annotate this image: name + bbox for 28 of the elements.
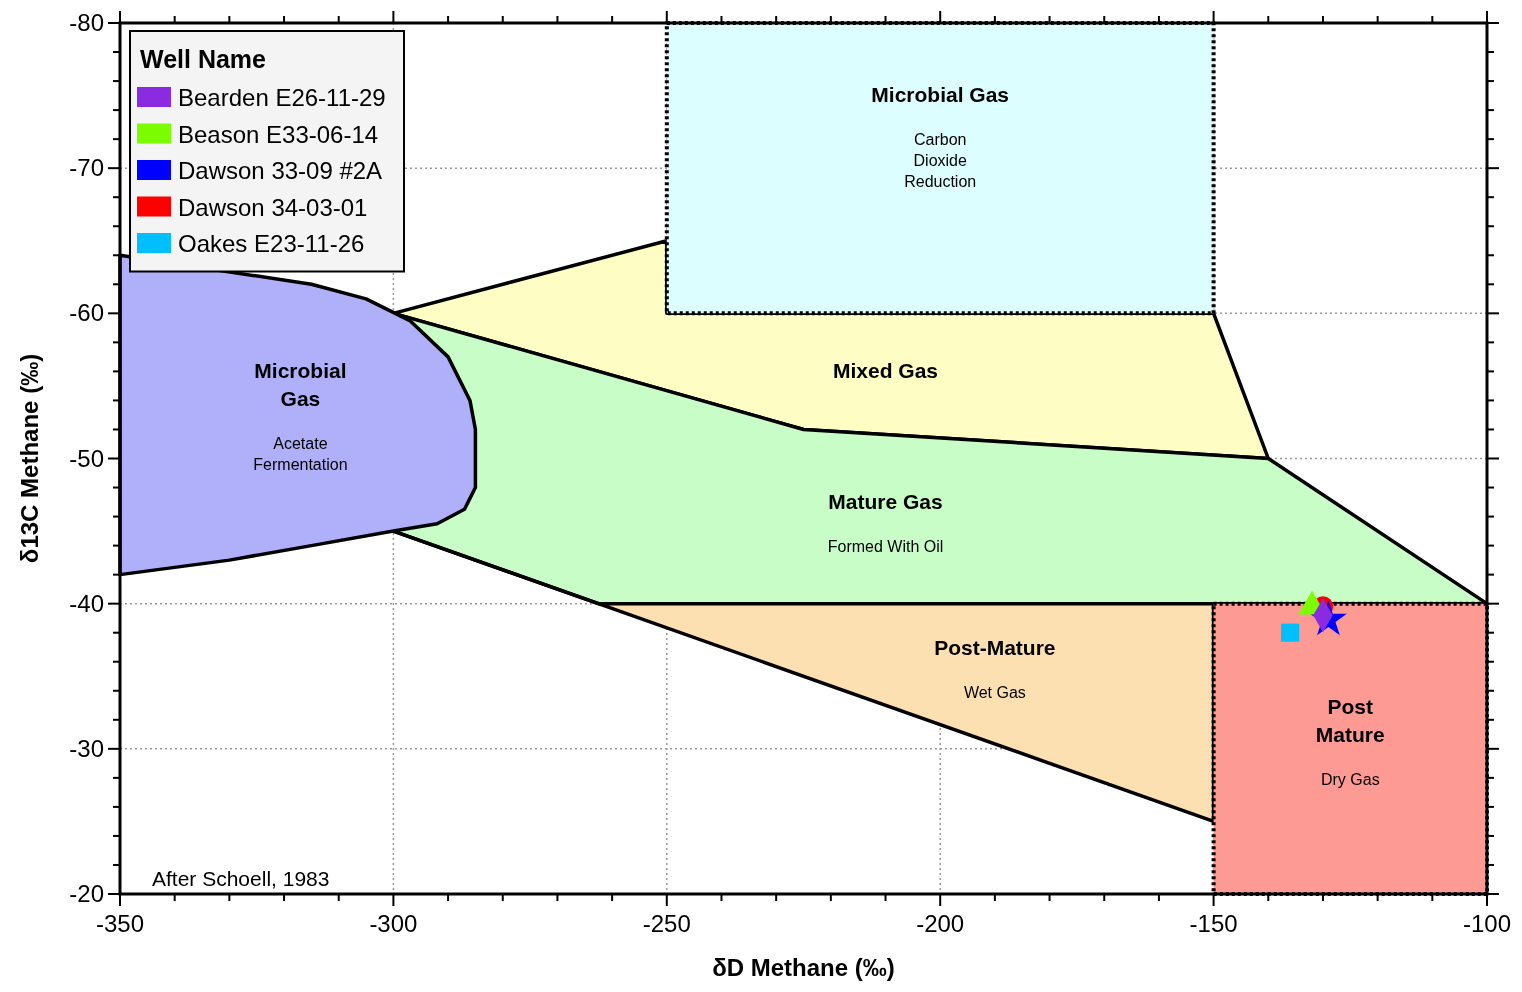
annotation: Mature Gas Formed With Oil (827, 490, 944, 556)
y-tick-label: -40 (69, 589, 104, 617)
x-tick-label: -250 (642, 910, 691, 937)
legend-label: Dawson 34-03-01 (178, 193, 368, 221)
annotation: Microbial Gas Acetate Fermentation (253, 359, 348, 474)
annotation: Mixed Gas (833, 359, 939, 383)
x-tick-label: -150 (1189, 910, 1238, 937)
x-tick-label: -100 (1462, 910, 1512, 937)
x-axis-title: δD Methane (‰) (712, 954, 895, 981)
legend-label: Bearden E26-11-29 (178, 84, 386, 111)
annotation: Post-Mature Wet Gas (934, 636, 1056, 702)
legend-label: Dawson 33-09 #2A (178, 157, 383, 184)
x-tick-label: -200 (916, 910, 965, 937)
annotation: Post Mature Dry Gas (1315, 694, 1385, 788)
y-tick-label: -30 (69, 734, 104, 762)
y-tick-label: -20 (69, 880, 104, 907)
y-tick-label: -60 (69, 299, 104, 327)
legend-label: Oakes E23-11-26 (178, 230, 365, 257)
annotation: After Schoell, 1983 (152, 867, 330, 890)
legend-label: Beason E33-06-14 (178, 120, 379, 148)
x-tick-label: -350 (95, 910, 145, 937)
y-tick-label: -50 (69, 444, 104, 472)
y-tick-label: -80 (69, 9, 104, 36)
x-tick-label: -300 (369, 910, 418, 937)
annotation: Microbial Gas Carbon Dioxide Reduction (871, 83, 1010, 191)
y-tick-label: -70 (69, 154, 104, 182)
y-axis-title: δ13C Methane (‰) (16, 353, 43, 564)
legend-title: Well Name (140, 45, 267, 73)
